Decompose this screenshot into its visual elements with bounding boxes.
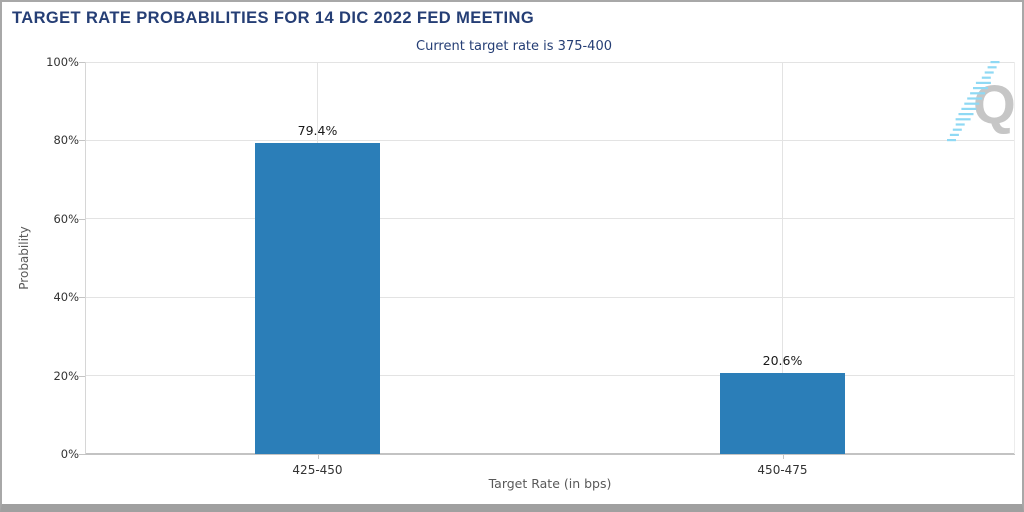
y-axis-title: Probability: [17, 226, 31, 290]
probability-bar: [720, 373, 845, 454]
watermark-dash: [973, 87, 988, 90]
watermark-dash: [987, 66, 997, 69]
y-tick-label: 40%: [53, 290, 79, 305]
y-tick-label: 60%: [53, 211, 79, 226]
watermark-dash: [949, 133, 959, 136]
watermark-dash: [970, 92, 986, 95]
watermark-q-letter: Q: [973, 73, 1016, 135]
chart-title: TARGET RATE PROBABILITIES FOR 14 DIC 202…: [12, 9, 535, 27]
x-tick-label: 450-475: [757, 463, 808, 477]
x-tick-label: 425-450: [292, 463, 343, 477]
watermark-dash: [984, 71, 994, 74]
x-tick-mark: [317, 454, 319, 459]
gridline-horizontal: [85, 61, 1015, 63]
x-tick-mark: [782, 454, 784, 459]
watermark-dash: [964, 102, 980, 105]
watermark-dash: [961, 107, 977, 110]
plot-area: 79.4% 20.6%: [85, 61, 1015, 455]
y-tick-mark: [79, 62, 85, 63]
gridline-horizontal: [85, 218, 1015, 220]
watermark-dash: [952, 128, 962, 131]
probability-bar: [255, 142, 380, 454]
watermark-dash: [967, 97, 983, 100]
chart-subtitle: Current target rate is 375-400: [416, 39, 612, 54]
x-axis-baseline: [85, 453, 1015, 455]
gridline-horizontal: [85, 139, 1015, 141]
watermark-dash: [981, 76, 991, 79]
y-tick-mark: [79, 375, 85, 377]
watermark-hatch-icon: [947, 61, 1000, 142]
watermark-dash: [990, 61, 1000, 64]
bar-value-label: 20.6%: [762, 353, 803, 369]
watermark-dash: [958, 113, 974, 116]
y-tick-label: 20%: [53, 368, 79, 383]
watermark-dash: [955, 123, 965, 126]
y-tick-mark: [79, 218, 85, 220]
watermark-logo: Q: [937, 57, 1022, 149]
watermark-dash: [947, 139, 956, 142]
watermark-dash: [975, 81, 991, 84]
watermark-dash: [955, 118, 971, 121]
plot-right-border: [1014, 62, 1015, 454]
gridline-vertical: [782, 62, 783, 454]
bar-value-label: 79.4%: [297, 122, 338, 138]
y-tick-mark: [79, 454, 85, 455]
y-tick-label: 0%: [60, 447, 79, 461]
gridline-horizontal: [85, 375, 1015, 377]
y-tick-mark: [79, 297, 85, 299]
y-tick-label: 80%: [53, 133, 79, 148]
gridline-horizontal: [85, 296, 1015, 298]
y-tick-label: 100%: [46, 55, 79, 69]
y-tick-mark: [79, 140, 85, 142]
y-axis-line: [85, 62, 86, 454]
x-axis-title: Target Rate (in bps): [488, 476, 612, 491]
